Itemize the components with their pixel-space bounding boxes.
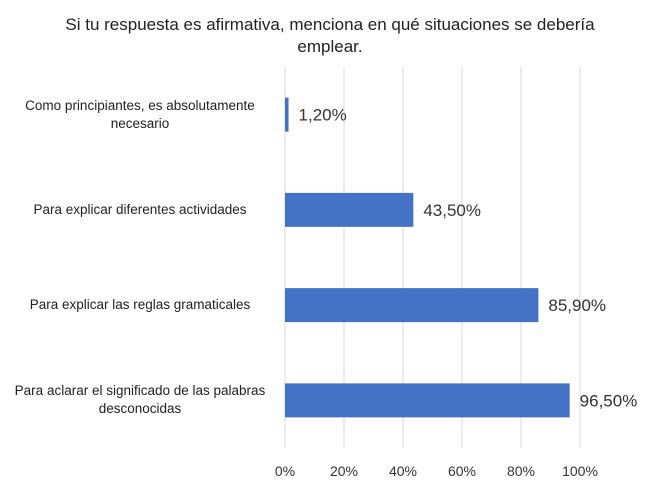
category-label: Para explicar las reglas gramaticales [29, 297, 251, 313]
data-label: 1,20% [299, 106, 347, 125]
x-tick-label: 0% [275, 463, 295, 479]
bar [285, 383, 570, 418]
category-label: Para explicar diferentes actividades [33, 201, 247, 217]
chart-title: Si tu respuesta es afirmativa, menciona … [65, 15, 595, 56]
bar [285, 192, 414, 227]
bar [285, 288, 539, 323]
category-label: Para aclarar el significado de las palab… [14, 383, 266, 417]
data-label: 85,90% [548, 296, 606, 315]
x-tick-label: 20% [330, 463, 358, 479]
x-tick-label: 40% [389, 463, 417, 479]
x-tick-label: 60% [448, 463, 476, 479]
x-tick-label: 100% [562, 463, 598, 479]
category-label: Como principiantes, es absolutamente nec… [25, 97, 255, 131]
bar [285, 97, 289, 132]
data-label: 43,50% [423, 201, 481, 220]
data-label: 96,50% [580, 391, 638, 410]
x-tick-label: 80% [507, 463, 535, 479]
